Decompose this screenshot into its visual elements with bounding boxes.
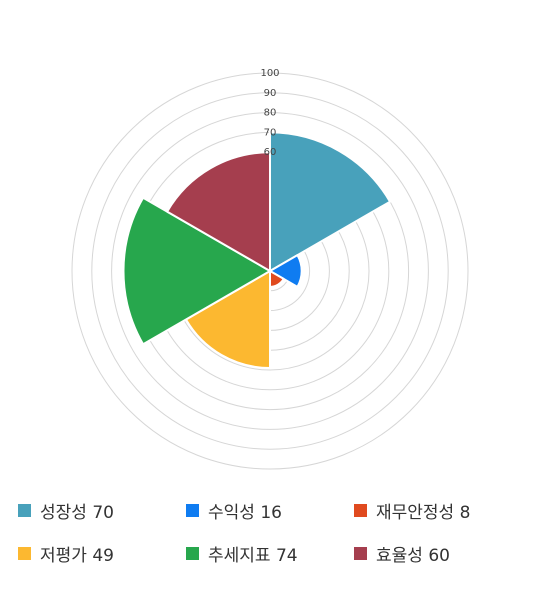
sector-5[interactable] xyxy=(122,196,271,346)
sector-6[interactable] xyxy=(166,151,271,272)
polar-area-chart: 100 90 80 70 60 xyxy=(71,68,469,470)
radial-tick-label: 60 xyxy=(264,147,277,158)
sector-1[interactable] xyxy=(269,131,392,272)
legend-item-undervaluation[interactable]: 저평가 49 xyxy=(18,541,114,566)
legend-item-profitability[interactable]: 수익성 16 xyxy=(186,498,282,523)
legend-item-efficiency[interactable]: 효율성 60 xyxy=(354,541,450,566)
legend-item-financial-stability[interactable]: 재무안정성 8 xyxy=(354,498,470,523)
radial-tick-label: 90 xyxy=(264,88,277,99)
legend-label: 수익성 16 xyxy=(208,503,282,523)
legend-swatch xyxy=(354,504,367,517)
legend-label: 저평가 49 xyxy=(40,546,114,566)
sector-4[interactable] xyxy=(184,270,271,370)
radial-tick-labels: 100 90 80 70 60 xyxy=(260,68,279,158)
legend-item-growth[interactable]: 성장성 70 xyxy=(18,498,114,523)
chart-sectors xyxy=(122,131,392,370)
radial-tick-label: 80 xyxy=(264,108,277,119)
legend-item-trend-indicator[interactable]: 추세지표 74 xyxy=(186,541,298,566)
grid-circle xyxy=(71,72,469,470)
legend-swatch xyxy=(186,547,199,560)
legend-swatch xyxy=(18,547,31,560)
legend-label: 재무안정성 8 xyxy=(376,503,471,523)
radial-tick-label: 100 xyxy=(260,68,279,79)
legend-swatch xyxy=(18,504,31,517)
radial-tick-label: 70 xyxy=(264,127,277,138)
legend-label: 추세지표 74 xyxy=(208,546,298,566)
grid-circle xyxy=(91,92,449,450)
legend-swatch xyxy=(186,504,199,517)
sector-2[interactable] xyxy=(269,254,303,288)
legend-swatch xyxy=(354,547,367,560)
legend-label: 효율성 60 xyxy=(376,546,450,566)
grid-circle xyxy=(111,112,429,430)
legend-label: 성장성 70 xyxy=(40,503,114,523)
